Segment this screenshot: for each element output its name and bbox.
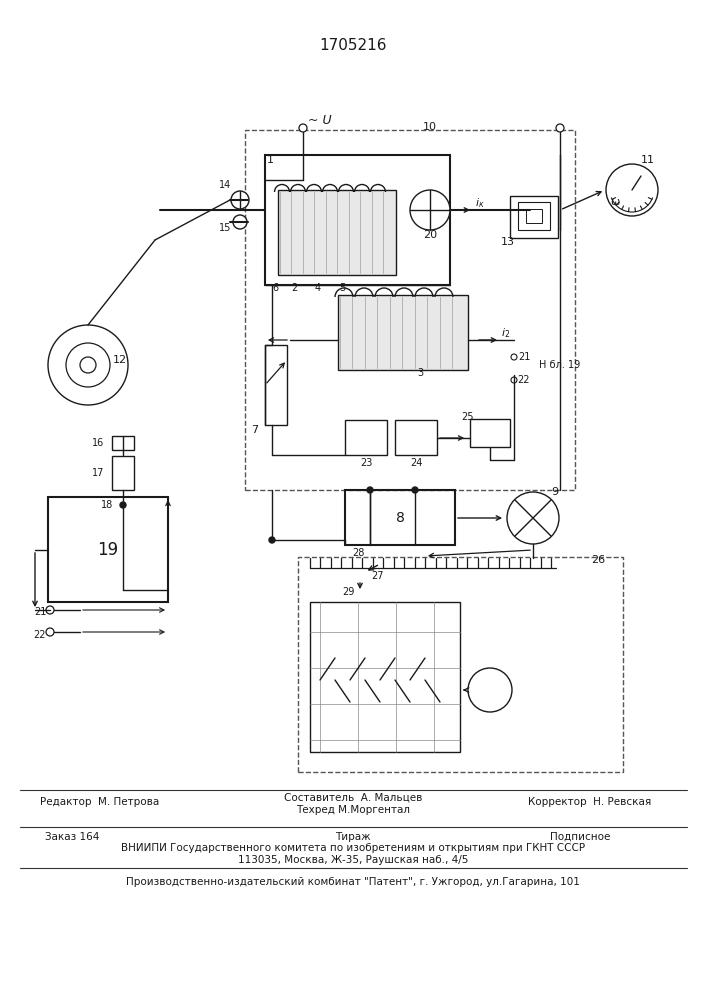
Circle shape <box>80 357 96 373</box>
Circle shape <box>367 487 373 493</box>
Bar <box>345 420 387 455</box>
Circle shape <box>269 537 275 543</box>
Text: Редактор  М. Петрова: Редактор М. Петрова <box>40 797 160 807</box>
Text: 22: 22 <box>34 630 46 640</box>
Bar <box>298 557 623 772</box>
Bar <box>265 155 450 285</box>
Circle shape <box>231 191 249 209</box>
Bar <box>245 130 575 490</box>
Bar <box>510 196 558 238</box>
Bar <box>112 436 134 450</box>
Circle shape <box>606 164 658 216</box>
Text: 11: 11 <box>641 155 655 165</box>
Bar <box>265 345 287 425</box>
Circle shape <box>468 668 512 712</box>
Text: 2: 2 <box>291 283 297 293</box>
Text: 21: 21 <box>518 352 530 362</box>
Text: 9: 9 <box>551 487 559 497</box>
Circle shape <box>410 190 450 230</box>
Text: ~ U: ~ U <box>308 113 332 126</box>
Text: 29: 29 <box>341 587 354 597</box>
Text: 28: 28 <box>352 548 364 558</box>
Circle shape <box>46 606 54 614</box>
Text: 14: 14 <box>219 180 231 190</box>
Text: 3: 3 <box>417 368 423 378</box>
Text: 17: 17 <box>92 468 104 478</box>
Text: 18: 18 <box>101 500 113 510</box>
Text: 13: 13 <box>501 237 515 247</box>
Circle shape <box>299 124 307 132</box>
Text: 10: 10 <box>423 122 437 132</box>
Text: 15: 15 <box>218 223 231 233</box>
Bar <box>395 420 437 455</box>
Circle shape <box>412 487 418 493</box>
Text: 1: 1 <box>267 155 274 165</box>
Text: 1705216: 1705216 <box>320 37 387 52</box>
Text: Подписное: Подписное <box>550 832 610 842</box>
Text: 19: 19 <box>98 541 119 559</box>
Text: 26: 26 <box>591 555 605 565</box>
Bar <box>112 456 134 490</box>
Text: Производственно-издательский комбинат "Патент", г. Ужгород, ул.Гагарина, 101: Производственно-издательский комбинат "П… <box>126 877 580 887</box>
Circle shape <box>120 502 126 508</box>
Bar <box>338 295 468 370</box>
Text: 113035, Москва, Ж-35, Раушская наб., 4/5: 113035, Москва, Ж-35, Раушская наб., 4/5 <box>238 855 468 865</box>
Text: Тираж: Тираж <box>335 832 370 842</box>
Circle shape <box>511 377 517 383</box>
Text: ВНИИПИ Государственного комитета по изобретениям и открытиям при ГКНТ СССР: ВНИИПИ Государственного комитета по изоб… <box>121 843 585 853</box>
Bar <box>278 190 396 275</box>
Text: Составитель  А. Мальцев: Составитель А. Мальцев <box>284 793 422 803</box>
Text: 16: 16 <box>92 438 104 448</box>
Text: ω: ω <box>610 197 620 207</box>
Circle shape <box>46 628 54 636</box>
Text: $i_к$: $i_к$ <box>475 196 485 210</box>
Text: 7: 7 <box>252 425 259 435</box>
Text: 8: 8 <box>395 511 404 525</box>
Circle shape <box>66 343 110 387</box>
Bar <box>310 602 460 752</box>
Bar <box>345 490 455 545</box>
Text: Техред М.Моргентал: Техред М.Моргентал <box>296 805 410 815</box>
Circle shape <box>511 354 517 360</box>
Text: 6: 6 <box>272 283 278 293</box>
Bar <box>48 497 168 602</box>
Text: 20: 20 <box>423 230 437 240</box>
Bar <box>526 209 542 223</box>
Text: Н бл. 19: Н бл. 19 <box>539 360 580 370</box>
Text: 21: 21 <box>34 607 46 617</box>
Text: Корректор  Н. Ревская: Корректор Н. Ревская <box>528 797 652 807</box>
Text: $i_2$: $i_2$ <box>501 326 510 340</box>
Circle shape <box>556 124 564 132</box>
Text: 22: 22 <box>518 375 530 385</box>
Text: 23: 23 <box>360 458 372 468</box>
Circle shape <box>233 215 247 229</box>
Text: Заказ 164: Заказ 164 <box>45 832 99 842</box>
Bar <box>518 202 550 230</box>
Text: 5: 5 <box>339 283 345 293</box>
Text: 12: 12 <box>113 355 127 365</box>
Text: 27: 27 <box>372 571 384 581</box>
Circle shape <box>507 492 559 544</box>
Text: 25: 25 <box>462 412 474 422</box>
Bar <box>470 419 510 447</box>
Circle shape <box>48 325 128 405</box>
Text: 4: 4 <box>315 283 321 293</box>
Text: 24: 24 <box>410 458 422 468</box>
